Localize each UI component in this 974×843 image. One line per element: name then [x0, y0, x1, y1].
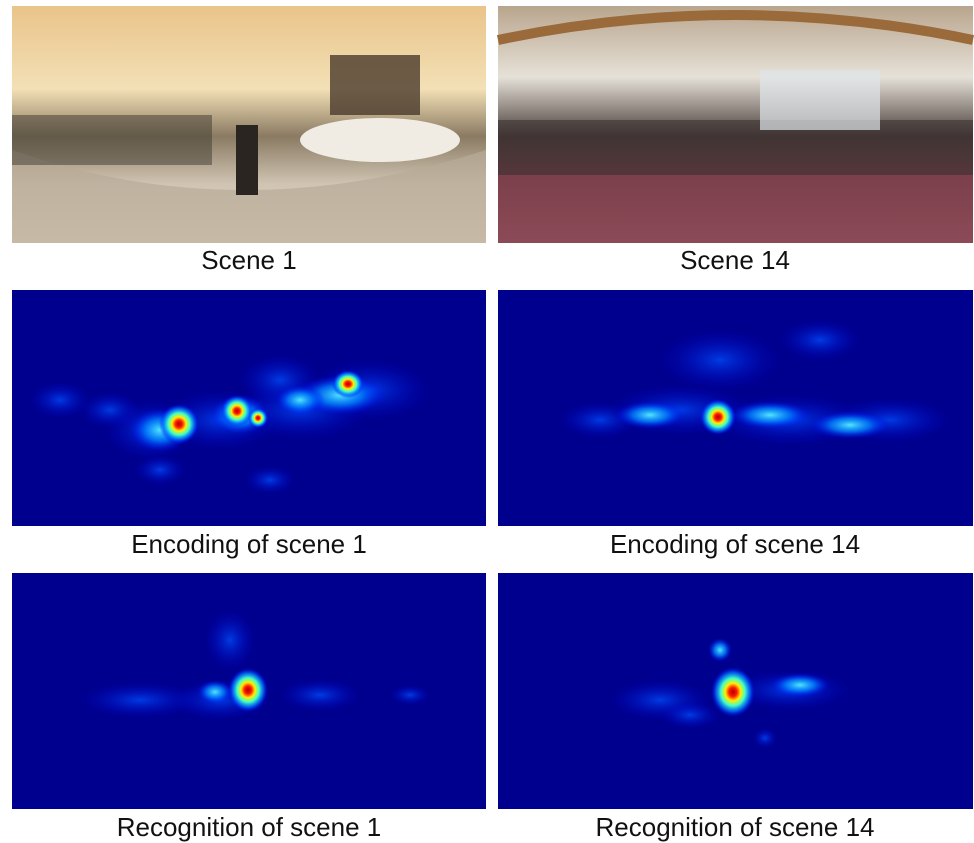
heat-blob — [280, 679, 360, 711]
heat-blob — [753, 728, 777, 748]
heat-blob — [708, 638, 732, 662]
caption: Encoding of scene 14 — [610, 529, 860, 559]
heat-blob — [660, 701, 720, 729]
scene-1-photo — [12, 6, 486, 243]
heat-blob — [197, 680, 233, 704]
heat-blob — [730, 401, 810, 429]
heat-blob — [711, 667, 755, 717]
heat-blob — [390, 685, 430, 705]
caption: Recognition of scene 14 — [596, 812, 875, 842]
heat-blob — [810, 411, 890, 439]
heat-blob — [780, 320, 860, 360]
heat-blob — [135, 455, 185, 485]
heat-blob — [221, 395, 253, 427]
caption: Encoding of scene 1 — [131, 529, 367, 559]
heat-blob — [275, 385, 325, 415]
caption: Scene 14 — [680, 245, 790, 275]
figure: Scene 1 Scene 14 Encoding of scene 1 Enc… — [0, 0, 974, 843]
heat-blob — [332, 370, 364, 398]
heat-blob — [770, 673, 830, 697]
caption: Scene 1 — [201, 245, 296, 275]
heat-blob — [615, 401, 685, 429]
heat-blob — [245, 466, 295, 494]
heat-blob — [700, 399, 736, 435]
heat-blob — [228, 668, 268, 712]
heat-blob — [205, 610, 255, 670]
heat-blob — [660, 330, 780, 390]
scene-14-photo — [498, 6, 973, 243]
heat-blob — [159, 404, 199, 444]
caption: Recognition of scene 1 — [117, 812, 382, 842]
heat-blob — [248, 408, 268, 428]
